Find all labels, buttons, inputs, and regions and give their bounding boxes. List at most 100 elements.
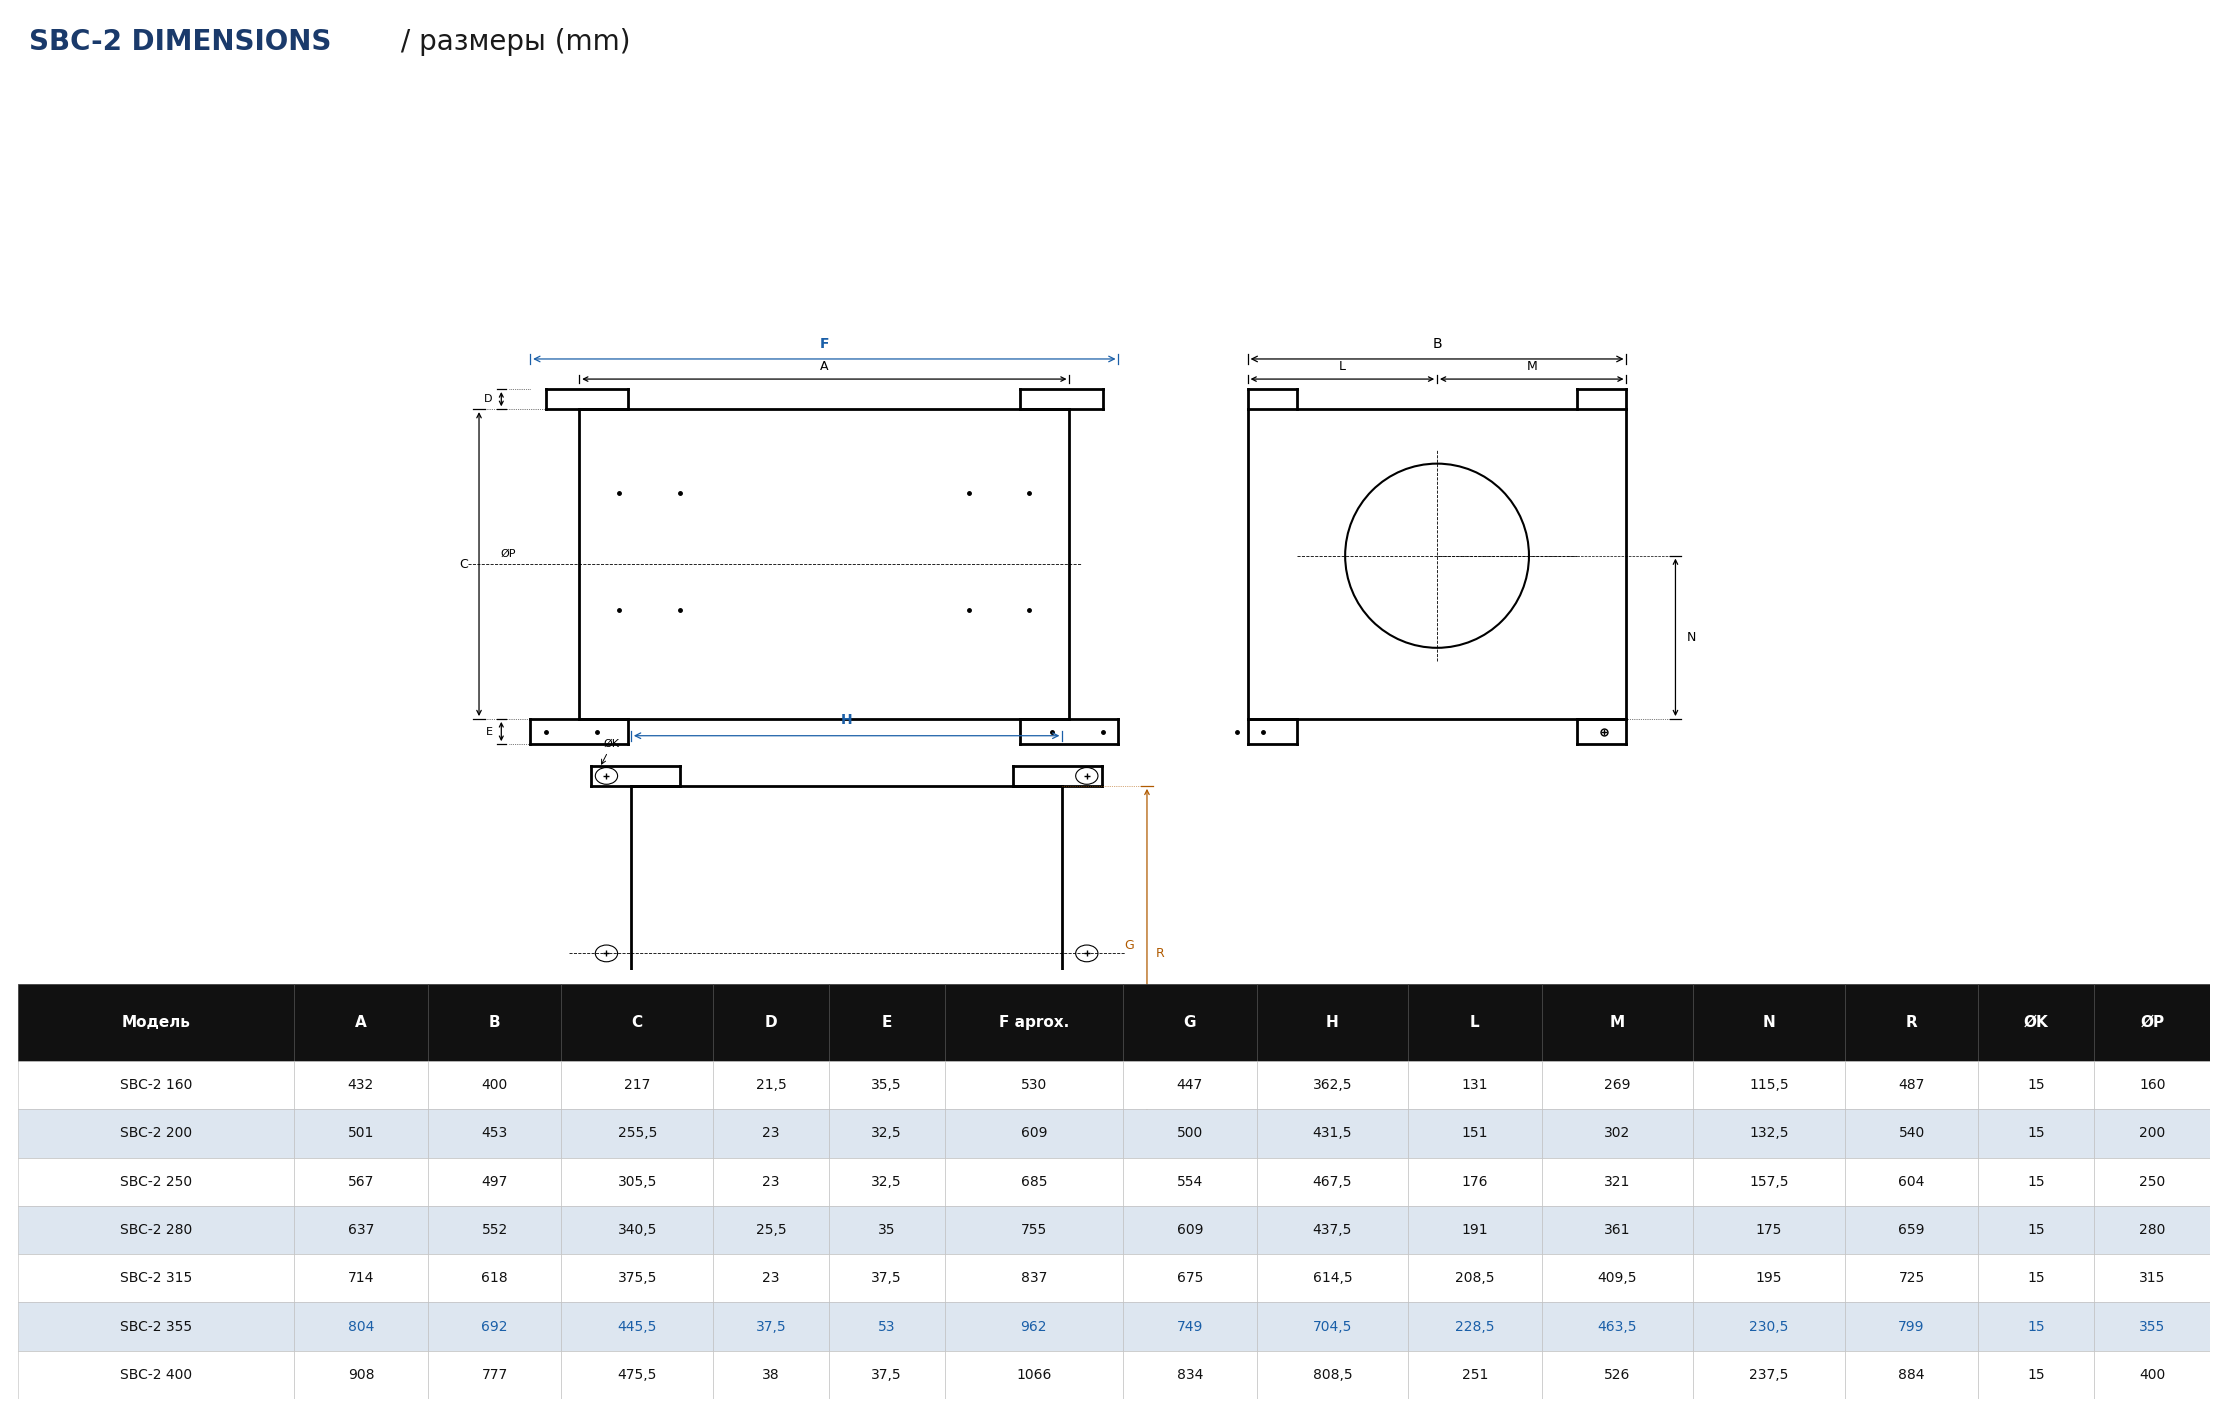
- Bar: [713, 1206, 829, 1254]
- Bar: [945, 1302, 1123, 1351]
- Bar: [2094, 1157, 2210, 1206]
- Text: 208,5: 208,5: [1455, 1271, 1495, 1285]
- Text: ALP: ALP: [644, 1181, 838, 1268]
- Bar: [713, 1157, 829, 1206]
- Bar: [945, 1109, 1123, 1157]
- Text: 1066: 1066: [1016, 1368, 1052, 1382]
- Bar: [713, 1109, 829, 1157]
- Text: ØK: ØK: [602, 740, 619, 763]
- Bar: [561, 1351, 713, 1399]
- Bar: [1123, 1351, 1257, 1399]
- Text: 35: 35: [878, 1223, 896, 1237]
- Text: 409,5: 409,5: [1597, 1271, 1638, 1285]
- Text: 200: 200: [2139, 1126, 2166, 1140]
- Text: 151: 151: [1462, 1126, 1488, 1140]
- Bar: [1542, 984, 1693, 1062]
- Text: SBC-2 355: SBC-2 355: [120, 1320, 192, 1333]
- Bar: [1542, 1062, 1693, 1109]
- Bar: [1542, 1157, 1693, 1206]
- Bar: [1978, 1351, 2094, 1399]
- Bar: [1408, 1157, 1542, 1206]
- Text: 685: 685: [1020, 1174, 1047, 1188]
- Text: A: A: [354, 1015, 368, 1031]
- Text: 618: 618: [481, 1271, 508, 1285]
- Bar: [713, 984, 829, 1062]
- Text: 463,5: 463,5: [1597, 1320, 1638, 1333]
- Bar: [561, 1062, 713, 1109]
- Text: 659: 659: [1898, 1223, 1925, 1237]
- Text: 355: 355: [2139, 1320, 2166, 1333]
- Bar: [1257, 1109, 1408, 1157]
- Bar: [294, 984, 428, 1062]
- Text: R: R: [1905, 1015, 1918, 1031]
- Text: C: C: [459, 558, 468, 571]
- Text: 340,5: 340,5: [617, 1223, 657, 1237]
- Bar: [2094, 1302, 2210, 1351]
- Text: D: D: [764, 1015, 778, 1031]
- Bar: [2094, 1206, 2210, 1254]
- Bar: [18, 1062, 294, 1109]
- Bar: [2094, 1351, 2210, 1399]
- Text: 53: 53: [878, 1320, 896, 1333]
- Bar: [294, 1206, 428, 1254]
- Bar: [561, 1254, 713, 1302]
- Bar: [1123, 1302, 1257, 1351]
- Text: 280: 280: [2139, 1223, 2166, 1237]
- Bar: [1978, 1206, 2094, 1254]
- Bar: [1408, 1254, 1542, 1302]
- Text: 15: 15: [2027, 1320, 2045, 1333]
- Text: 32,5: 32,5: [871, 1126, 902, 1140]
- Bar: [561, 1302, 713, 1351]
- Bar: [1693, 1206, 1845, 1254]
- Text: M: M: [1526, 360, 1537, 373]
- Text: 362,5: 362,5: [1312, 1078, 1352, 1092]
- Text: 704,5: 704,5: [1312, 1320, 1352, 1333]
- Bar: [428, 984, 561, 1062]
- Text: 637: 637: [348, 1223, 374, 1237]
- Text: 23: 23: [762, 1271, 780, 1285]
- Bar: [829, 1062, 945, 1109]
- Bar: [294, 1062, 428, 1109]
- Text: 431,5: 431,5: [1312, 1126, 1352, 1140]
- Bar: [1845, 1302, 1978, 1351]
- Text: 321: 321: [1604, 1174, 1631, 1188]
- Bar: [294, 1254, 428, 1302]
- Text: 32,5: 32,5: [871, 1174, 902, 1188]
- Bar: [829, 984, 945, 1062]
- Bar: [18, 1351, 294, 1399]
- Bar: [428, 1302, 561, 1351]
- Text: 604: 604: [1898, 1174, 1925, 1188]
- Bar: [945, 1062, 1123, 1109]
- Text: M: M: [1611, 1015, 1624, 1031]
- Bar: [1408, 1206, 1542, 1254]
- Bar: [1693, 1302, 1845, 1351]
- Text: 37,5: 37,5: [755, 1320, 786, 1333]
- Text: ØK: ØK: [2023, 1015, 2050, 1031]
- Text: 315: 315: [2139, 1271, 2166, 1285]
- Text: B: B: [1433, 336, 1442, 350]
- Bar: [1845, 984, 1978, 1062]
- Bar: [1978, 1109, 2094, 1157]
- Text: L: L: [1470, 1015, 1479, 1031]
- Bar: [1845, 1351, 1978, 1399]
- Text: 675: 675: [1176, 1271, 1203, 1285]
- Bar: [18, 1254, 294, 1302]
- Bar: [18, 1109, 294, 1157]
- Text: 725: 725: [1898, 1271, 1925, 1285]
- Text: 15: 15: [2027, 1126, 2045, 1140]
- Text: 15: 15: [2027, 1271, 2045, 1285]
- Text: 804: 804: [348, 1320, 374, 1333]
- Bar: [1693, 1062, 1845, 1109]
- Bar: [1408, 1351, 1542, 1399]
- Bar: [945, 1351, 1123, 1399]
- Text: 191: 191: [1462, 1223, 1488, 1237]
- Text: 908: 908: [348, 1368, 374, 1382]
- Bar: [2094, 1062, 2210, 1109]
- Bar: [1542, 1109, 1693, 1157]
- Text: 131: 131: [1462, 1078, 1488, 1092]
- Bar: [294, 1302, 428, 1351]
- Bar: [1408, 1302, 1542, 1351]
- Text: C: C: [633, 1015, 642, 1031]
- Bar: [1542, 1302, 1693, 1351]
- Bar: [829, 1157, 945, 1206]
